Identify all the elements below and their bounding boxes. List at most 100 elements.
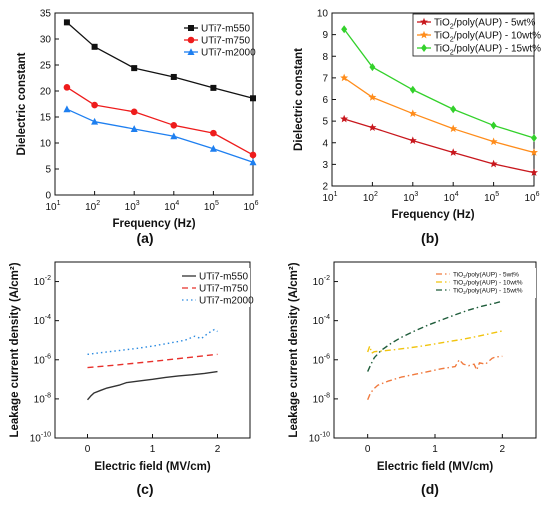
panel-label-d: (d): [421, 481, 439, 497]
legend-label-b-3: TiO2/poly(AUP) - 15wt%: [434, 44, 541, 57]
y-axis-title-d: Leakage current density (A/cm²): [288, 262, 300, 437]
x-tick-label-a: 106: [243, 200, 258, 213]
x-tick-label-b: 102: [363, 191, 378, 204]
y-tick-label-c-base: 10: [34, 277, 46, 288]
x-tick-label-b-exponent: 6: [536, 191, 540, 198]
data-point-a-3: [249, 158, 257, 166]
legend-label-b-2-part: TiO: [434, 31, 450, 42]
y-tick-label-a: 10: [40, 139, 52, 150]
x-axis-title-d: Electric field (MV/cm): [377, 461, 493, 473]
y-tick-label-d-exponent: -6: [324, 353, 330, 360]
y-tick-label-d-base: 10: [313, 277, 325, 288]
y-tick-label-c: 10-4: [34, 314, 51, 327]
series-line-a-2: [66, 86, 254, 156]
y-tick-label-d-base: 10: [313, 316, 325, 327]
data-point-b-1: [489, 159, 498, 168]
x-tick-label-b-base: 10: [444, 193, 456, 204]
y-axis-title-a: Dielectric constant: [16, 52, 28, 155]
legend-marker-b-2: [420, 30, 428, 39]
y-tick-label-a: 35: [40, 9, 52, 20]
x-tick-label-a-base: 10: [164, 202, 176, 213]
y-tick-label-d: 10-8: [313, 392, 330, 405]
series-c-1: [86, 370, 218, 401]
legend-label-a-1: UTi7-m550: [201, 24, 251, 35]
x-axis-title-c: Electric field (MV/cm): [94, 461, 210, 473]
y-tick-label-c: 10-2: [34, 275, 51, 288]
x-tick-label-a: 105: [204, 200, 219, 213]
legend-label-b-1-subscript: 2: [450, 22, 454, 31]
series-b-1: [340, 114, 538, 176]
series-line-c-3: [87, 328, 218, 356]
legend-label-d-2: TiO2/poly(AUP) - 10wt%: [453, 279, 523, 287]
y-tick-label-c: 10-6: [34, 353, 51, 366]
x-tick-label-b: 101: [322, 191, 337, 204]
series-line-b-1: [343, 118, 535, 174]
x-tick-label-b-base: 10: [524, 193, 536, 204]
x-tick-label-b-base: 10: [403, 193, 415, 204]
data-point-a-3: [63, 105, 71, 113]
data-point-b-3: [369, 63, 376, 72]
data-point-a-1: [63, 19, 70, 26]
x-tick-label-a-exponent: 5: [215, 200, 219, 207]
x-tick-label-b: 103: [403, 191, 418, 204]
y-tick-label-d-base: 10: [309, 434, 321, 445]
legend-label-b-1: TiO2/poly(AUP) - 5wt%: [434, 18, 536, 31]
panel-label-b: (b): [421, 230, 439, 246]
y-tick-label-c-base: 10: [34, 316, 46, 327]
x-tick-label-a: 104: [164, 200, 179, 213]
x-tick-label-a-base: 10: [45, 202, 57, 213]
y-tick-label-d: 10-10: [309, 432, 330, 445]
legend-label-c-2: UTi7-m750: [199, 284, 249, 295]
series-b-3: [341, 25, 537, 142]
data-point-a-2: [210, 129, 217, 137]
y-tick-label-d-base: 10: [313, 355, 325, 366]
y-tick-label-b: 8: [322, 52, 328, 63]
y-tick-label-b: 9: [322, 30, 328, 41]
y-tick-label-d: 10-6: [313, 353, 330, 366]
series-a-1: [63, 19, 256, 102]
y-tick-label-b: 6: [322, 95, 328, 106]
data-point-a-1: [170, 73, 177, 80]
legend-marker-a-1: [188, 25, 194, 31]
y-tick-label-c-exponent: -4: [45, 314, 51, 321]
y-tick-label-c-exponent: -10: [41, 432, 51, 439]
legend-d: TiO2/poly(AUP) - 5wt%TiO2/poly(AUP) - 10…: [432, 268, 536, 298]
legend-label-d-1-part: TiO: [453, 271, 463, 278]
x-tick-label-a-exponent: 3: [136, 200, 140, 207]
y-tick-label-a: 25: [40, 61, 52, 72]
legend-label-b-1-part: TiO: [434, 18, 450, 29]
series-line-d-1: [367, 355, 503, 401]
data-point-b-1: [408, 136, 417, 144]
legend-label-b-2-rest: /poly(AUP) - 10wt%: [454, 31, 541, 42]
panel-label-a: (a): [136, 230, 153, 246]
series-line-c-1: [86, 370, 218, 401]
legend-marker-b-1: [420, 17, 428, 26]
data-point-a-3: [209, 144, 217, 152]
y-tick-label-d-exponent: -10: [320, 432, 330, 439]
data-point-b-3: [490, 121, 497, 130]
legend-label-b-2: TiO2/poly(AUP) - 10wt%: [434, 31, 541, 44]
data-point-a-2: [170, 122, 178, 129]
legend-label-b-3-subscript: 2: [450, 48, 454, 57]
y-axis-title-c: Leakage current density (A/cm²): [9, 262, 21, 437]
y-tick-label-a: 5: [45, 165, 51, 176]
legend-label-d-3: TiO2/poly(AUP) - 15wt%: [453, 287, 523, 295]
y-tick-label-d-exponent: -4: [324, 314, 330, 321]
x-tick-label-b-exponent: 5: [495, 191, 499, 198]
data-point-b-3: [409, 85, 416, 94]
x-tick-label-d: 2: [500, 444, 506, 455]
x-tick-label-d: 1: [432, 444, 438, 455]
x-tick-label-b-base: 10: [322, 193, 334, 204]
x-tick-label-a: 103: [125, 200, 140, 213]
x-tick-label-a-exponent: 1: [57, 200, 61, 207]
y-tick-label-c-base: 10: [34, 394, 46, 405]
y-tick-label-b: 5: [322, 117, 328, 128]
series-line-a-3: [66, 108, 254, 163]
series-line-a-1: [66, 21, 254, 99]
data-point-b-2: [368, 93, 377, 101]
y-tick-label-b: 2: [322, 182, 328, 193]
series-c-3: [87, 328, 218, 356]
